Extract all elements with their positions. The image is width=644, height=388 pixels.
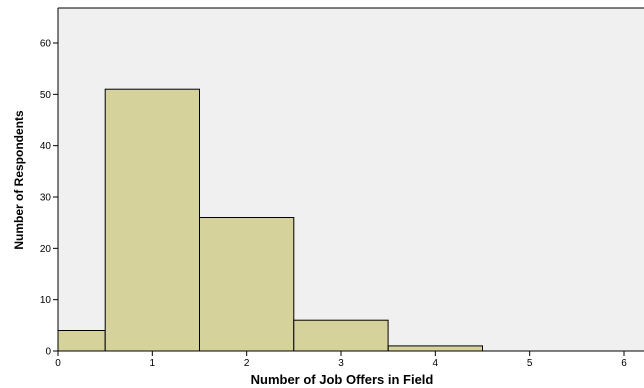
x-tick-label: 1: [150, 358, 156, 369]
x-ticks-group: 0 1 2 3 4 5 6: [55, 351, 627, 369]
bars-group: [57, 88, 484, 352]
x-tick-label: 3: [338, 358, 344, 369]
histogram-bar-2: [199, 217, 295, 352]
y-tick-label: 20: [40, 244, 52, 255]
x-tick-label: 6: [621, 358, 627, 369]
y-axis-title: Number of Respondents: [12, 110, 26, 250]
x-tick-label: 0: [55, 358, 61, 369]
histogram-bar-3: [293, 319, 389, 352]
y-ticks-group: 0 10 20 30 40 50 60: [40, 39, 58, 358]
y-tick-label: 60: [40, 39, 52, 50]
x-axis-title: Number of Job Offers in Field: [251, 372, 434, 387]
y-tick-label: 30: [40, 193, 52, 204]
y-tick-label: 40: [40, 141, 52, 152]
y-tick-label: 50: [40, 90, 52, 101]
y-tick-label: 10: [40, 295, 52, 306]
x-tick-label: 2: [244, 358, 250, 369]
histogram-bar-0: [57, 330, 106, 352]
histogram-bar-4: [387, 345, 484, 352]
x-tick-label: 5: [527, 358, 533, 369]
x-tick-label: 4: [433, 358, 439, 369]
y-tick-label: 0: [45, 347, 51, 358]
histogram-bar-1: [104, 88, 200, 352]
